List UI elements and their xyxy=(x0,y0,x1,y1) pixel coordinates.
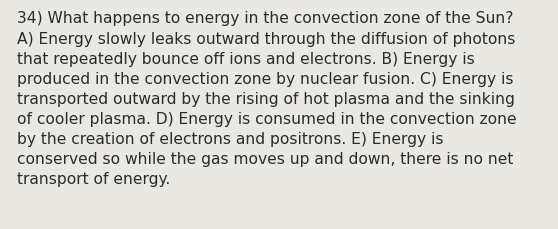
Text: 34) What happens to energy in the convection zone of the Sun?
A) Energy slowly l: 34) What happens to energy in the convec… xyxy=(17,11,516,186)
